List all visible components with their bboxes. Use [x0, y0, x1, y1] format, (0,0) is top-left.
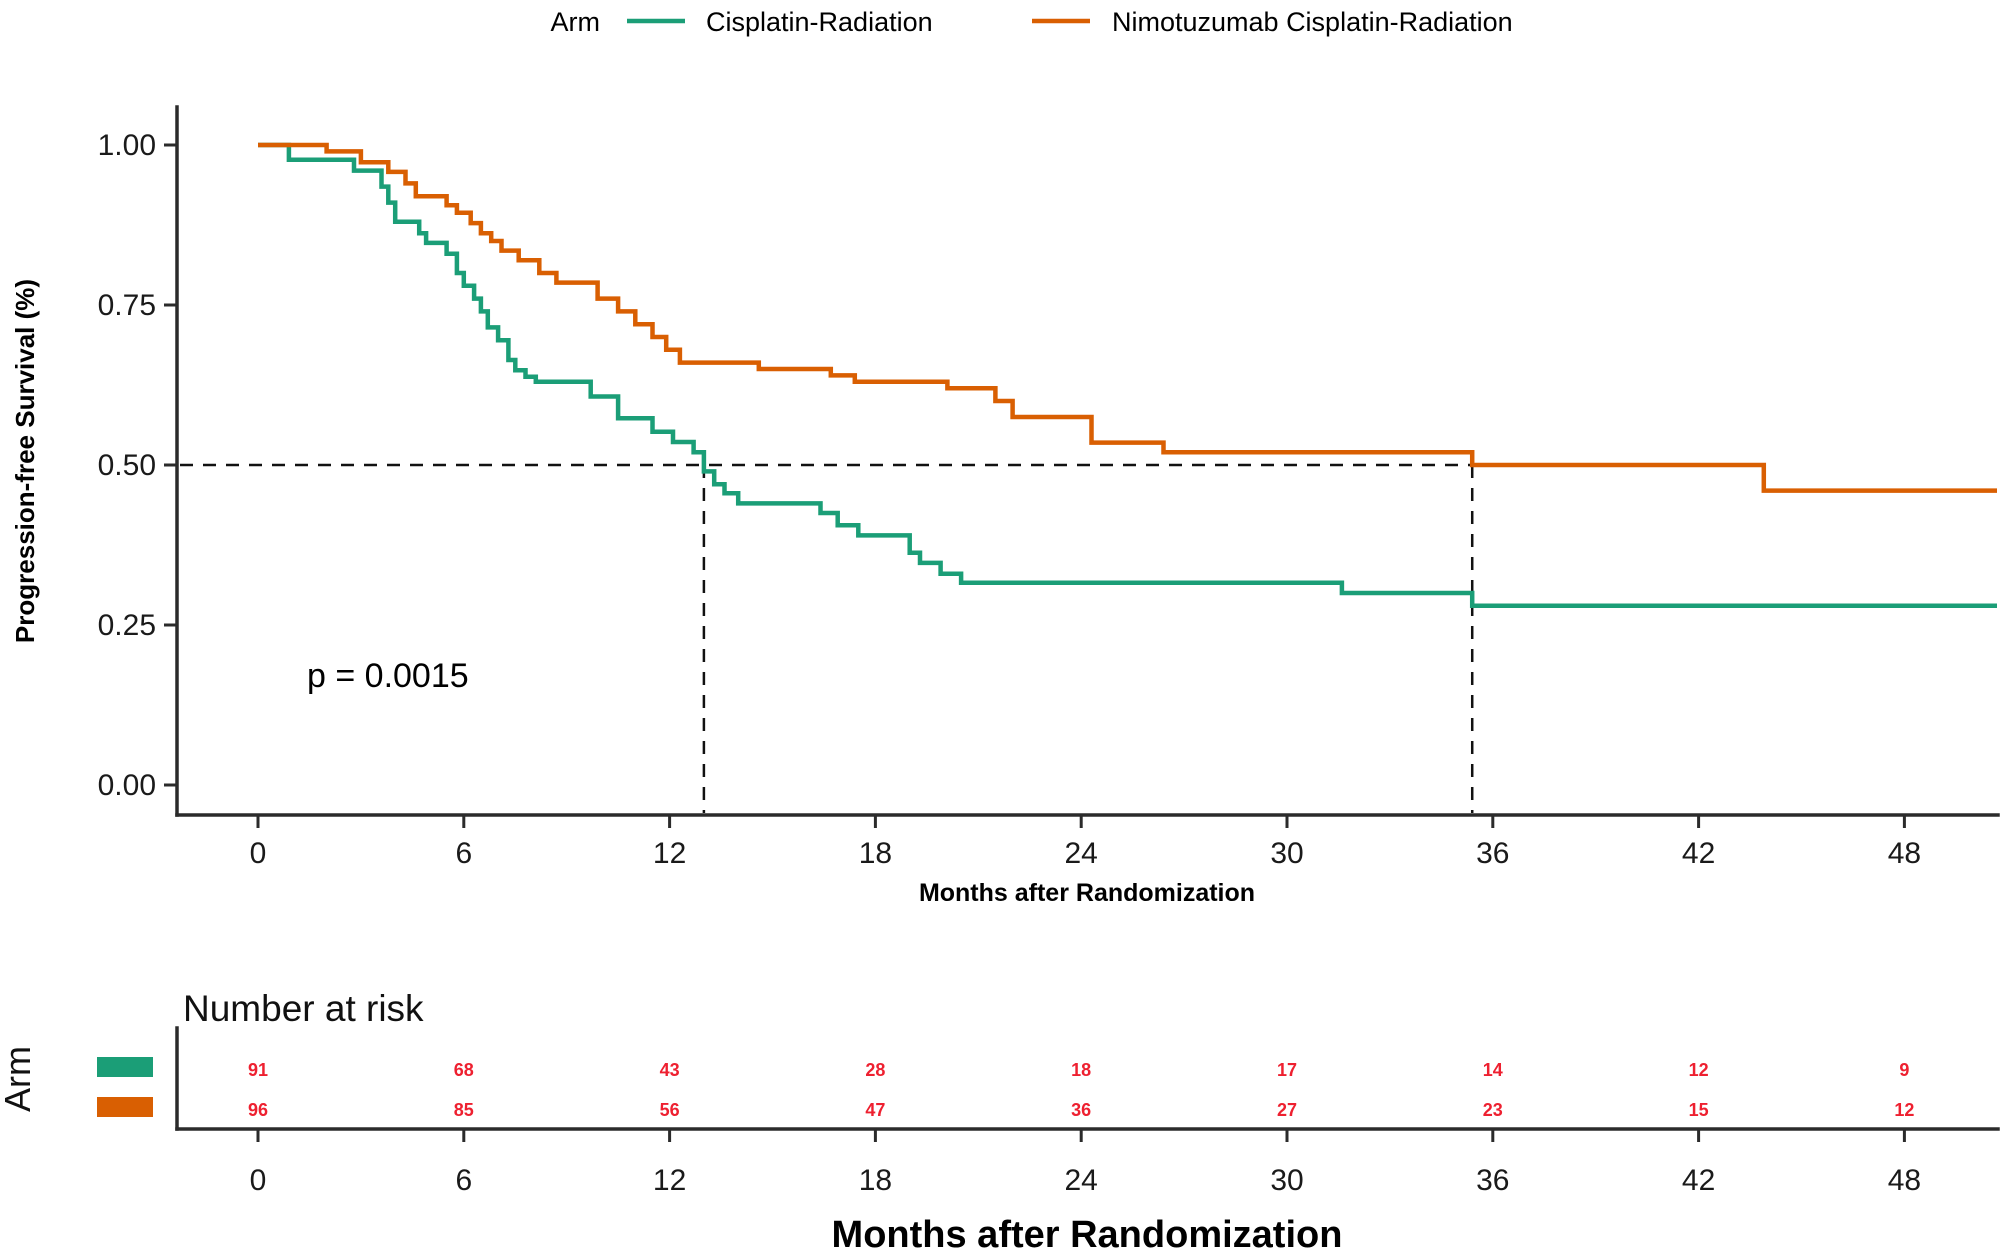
risk-count: 43: [660, 1060, 680, 1080]
x-tick-label: 24: [1065, 837, 1098, 870]
risk-count: 18: [1071, 1060, 1091, 1080]
y-tick-label: 0.75: [98, 289, 156, 322]
risk-count: 85: [454, 1100, 474, 1120]
survival-curve-nimotuzumab: [258, 142, 1997, 493]
legend-label-cisplatin: Cisplatin-Radiation: [706, 7, 933, 37]
risk-count: 27: [1277, 1100, 1297, 1120]
risk-x-tick-label: 0: [250, 1164, 267, 1197]
risk-count: 28: [865, 1060, 885, 1080]
risk-count: 12: [1894, 1100, 1914, 1120]
x-ticks: 0 6 12 18 24 30 36 42 48: [250, 815, 1921, 870]
risk-count: 12: [1689, 1060, 1709, 1080]
x-tick-label: 18: [859, 837, 892, 870]
y-tick-label: 0.00: [98, 769, 156, 802]
risk-x-tick-label: 42: [1682, 1164, 1715, 1197]
risk-count: 36: [1071, 1100, 1091, 1120]
risk-table: Number at risk Arm 91 68 43 28 18 17 14 12 9 96 85…: [0, 988, 2000, 1255]
risk-table-axis-title: Arm: [0, 1046, 38, 1112]
x-tick-label: 0: [250, 837, 267, 870]
y-ticks: 1.00 0.75 0.50 0.25 0.00: [98, 129, 177, 802]
survival-curve-cisplatin: [258, 142, 1997, 609]
risk-row-swatch-cisplatin-icon: [97, 1057, 153, 1077]
risk-numbers: 91 68 43 28 18 17 14 12 9 96 85 56 47 36 27 23 15 12: [248, 1060, 1914, 1120]
legend-title: Arm: [551, 7, 601, 37]
risk-count: 17: [1277, 1060, 1297, 1080]
risk-count: 68: [454, 1060, 474, 1080]
risk-x-tick-label: 12: [653, 1164, 686, 1197]
y-axis-label: Progression-free Survival (%): [10, 279, 40, 643]
x-tick-label: 42: [1682, 837, 1715, 870]
x-axis-label: Months after Randomization: [919, 879, 1255, 907]
y-tick-label: 1.00: [98, 129, 156, 162]
risk-count: 9: [1899, 1060, 1909, 1080]
risk-x-tick-label: 36: [1476, 1164, 1509, 1197]
main-plot: Progression-free Survival (%) Months aft…: [10, 105, 2000, 907]
risk-count: 14: [1483, 1060, 1503, 1080]
survival-curves: [258, 142, 1997, 609]
risk-x-tick-label: 24: [1065, 1164, 1098, 1197]
risk-table-title: Number at risk: [183, 988, 424, 1029]
risk-x-tick-label: 6: [455, 1164, 472, 1197]
risk-count: 56: [660, 1100, 680, 1120]
legend-label-nimotuzumab: Nimotuzumab Cisplatin-Radiation: [1112, 7, 1513, 37]
x-tick-label: 36: [1476, 837, 1509, 870]
legend: Arm Cisplatin-Radiation Nimotuzumab Cisp…: [551, 7, 1513, 37]
risk-count: 47: [865, 1100, 885, 1120]
x-tick-label: 30: [1270, 837, 1303, 870]
risk-x-tick-label: 48: [1888, 1164, 1921, 1197]
p-value-annotation: p = 0.0015: [307, 657, 469, 695]
risk-count: 96: [248, 1100, 268, 1120]
risk-axis-ticks: 0 6 12 18 24 30 36 42 48: [250, 1129, 1921, 1197]
risk-count: 15: [1689, 1100, 1709, 1120]
risk-x-tick-label: 30: [1270, 1164, 1303, 1197]
x-tick-label: 6: [455, 837, 472, 870]
median-guides: [180, 463, 1474, 813]
risk-x-tick-label: 18: [859, 1164, 892, 1197]
x-tick-label: 48: [1888, 837, 1921, 870]
y-tick-label: 0.25: [98, 609, 156, 642]
risk-row-swatch-nimotuzumab-icon: [97, 1097, 153, 1117]
risk-table-x-axis-label: Months after Randomization: [832, 1214, 1343, 1255]
risk-count: 91: [248, 1060, 268, 1080]
risk-count: 23: [1483, 1100, 1503, 1120]
y-tick-label: 0.50: [98, 449, 156, 482]
x-tick-label: 12: [653, 837, 686, 870]
